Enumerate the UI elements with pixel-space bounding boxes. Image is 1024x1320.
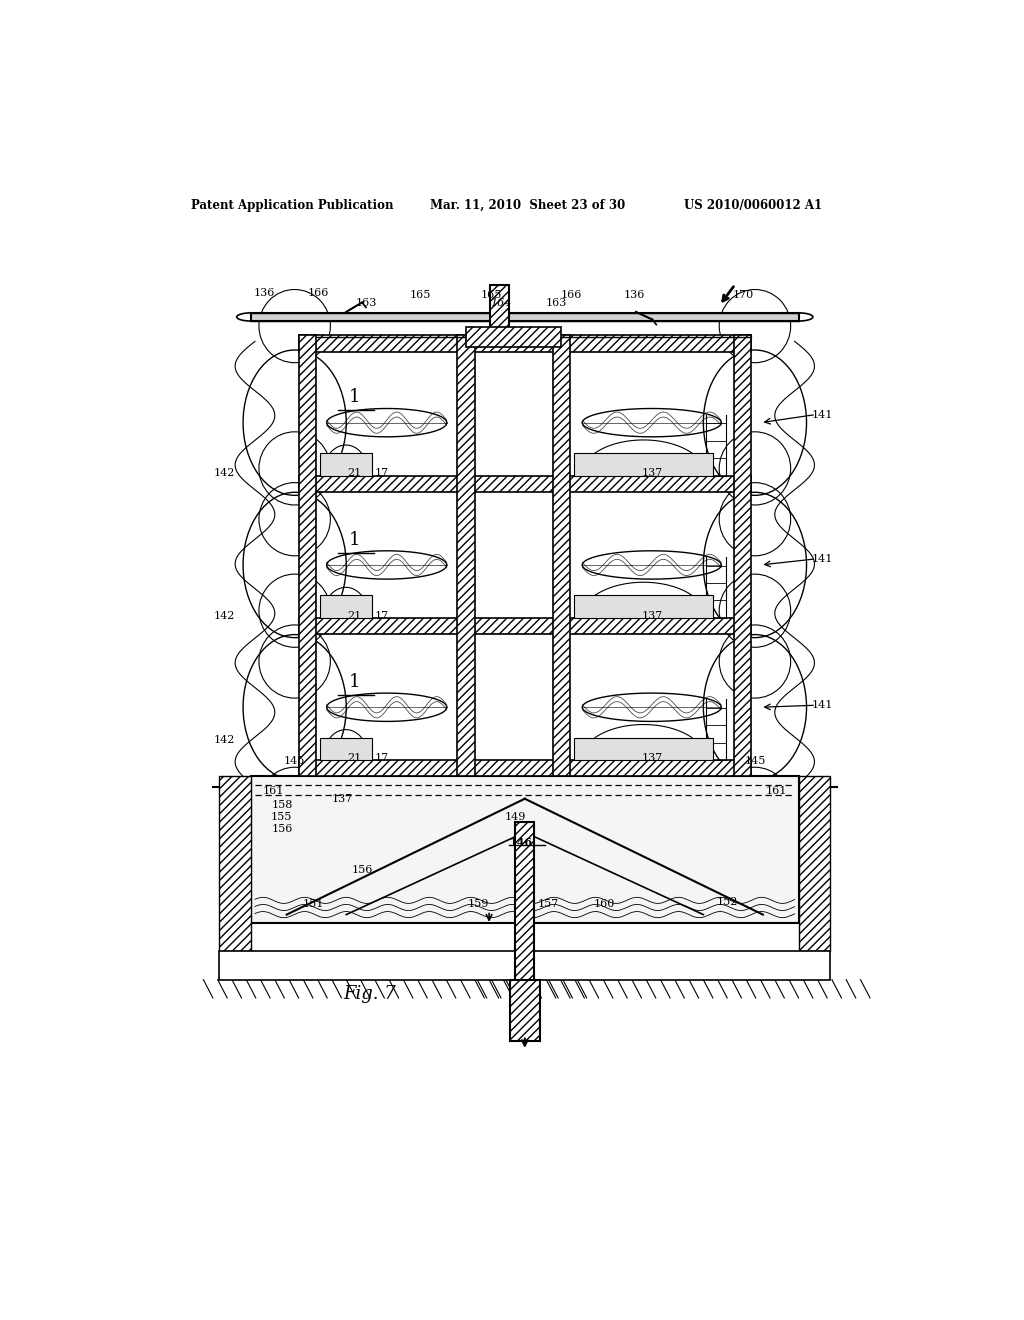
- Bar: [799, 776, 830, 952]
- Text: 17: 17: [375, 469, 389, 478]
- Text: 164: 164: [490, 298, 512, 308]
- Bar: [574, 595, 713, 618]
- Text: 156: 156: [351, 865, 373, 875]
- Text: 166: 166: [308, 288, 329, 297]
- Text: 141: 141: [812, 554, 834, 564]
- Bar: [251, 776, 799, 923]
- Bar: [299, 335, 316, 776]
- Text: 146: 146: [509, 837, 532, 847]
- Text: 137: 137: [641, 469, 663, 478]
- Text: 165: 165: [410, 289, 431, 300]
- Text: 141: 141: [812, 700, 834, 710]
- Text: 142: 142: [214, 735, 236, 744]
- Text: 17: 17: [375, 754, 389, 763]
- Text: 161: 161: [262, 785, 284, 796]
- Text: 145: 145: [744, 756, 766, 766]
- Text: 151: 151: [302, 899, 324, 909]
- Text: 1: 1: [348, 388, 359, 407]
- Bar: [219, 952, 830, 979]
- Text: 142: 142: [214, 611, 236, 620]
- Text: Patent Application Publication: Patent Application Publication: [191, 199, 394, 213]
- Text: 163: 163: [355, 298, 377, 308]
- Bar: [321, 738, 372, 760]
- Text: 136: 136: [624, 289, 645, 300]
- Text: 141: 141: [812, 409, 834, 420]
- Text: 160: 160: [594, 899, 614, 909]
- Text: 145: 145: [284, 756, 305, 766]
- Text: 142: 142: [214, 469, 236, 478]
- Text: Mar. 11, 2010  Sheet 23 of 30: Mar. 11, 2010 Sheet 23 of 30: [430, 199, 625, 213]
- Text: 1: 1: [348, 673, 359, 690]
- Text: 156: 156: [272, 824, 294, 834]
- Bar: [489, 285, 509, 346]
- Text: 136: 136: [254, 288, 275, 297]
- Text: 149: 149: [505, 812, 526, 822]
- Text: 21: 21: [347, 754, 361, 763]
- Bar: [299, 335, 751, 351]
- Text: 137: 137: [332, 793, 353, 804]
- Text: 157: 157: [538, 899, 559, 909]
- Text: 155: 155: [270, 812, 292, 822]
- Text: 17: 17: [375, 611, 389, 620]
- Bar: [574, 453, 713, 475]
- Text: 152: 152: [717, 898, 738, 907]
- Text: 137: 137: [641, 754, 663, 763]
- Bar: [321, 453, 372, 475]
- Bar: [510, 979, 540, 1040]
- Bar: [321, 595, 372, 618]
- Text: 137: 137: [641, 611, 663, 620]
- Bar: [574, 738, 713, 760]
- Bar: [219, 776, 251, 952]
- Text: 170: 170: [732, 289, 754, 300]
- Bar: [553, 335, 570, 776]
- Bar: [466, 327, 561, 347]
- Text: 166: 166: [560, 289, 582, 300]
- Bar: [733, 335, 751, 776]
- Bar: [251, 313, 799, 321]
- Bar: [515, 822, 535, 994]
- Bar: [299, 475, 751, 492]
- Bar: [458, 335, 475, 776]
- Text: 159: 159: [468, 899, 489, 909]
- Text: 158: 158: [272, 800, 294, 810]
- Text: 21: 21: [347, 469, 361, 478]
- Text: Fig. 7: Fig. 7: [344, 985, 396, 1003]
- Text: 1: 1: [348, 531, 359, 549]
- Text: 161: 161: [766, 785, 787, 796]
- Text: US 2010/0060012 A1: US 2010/0060012 A1: [684, 199, 821, 213]
- Text: 163: 163: [546, 298, 567, 308]
- Text: 165: 165: [481, 289, 502, 300]
- Bar: [299, 760, 751, 776]
- Bar: [299, 618, 751, 634]
- Text: 21: 21: [347, 611, 361, 620]
